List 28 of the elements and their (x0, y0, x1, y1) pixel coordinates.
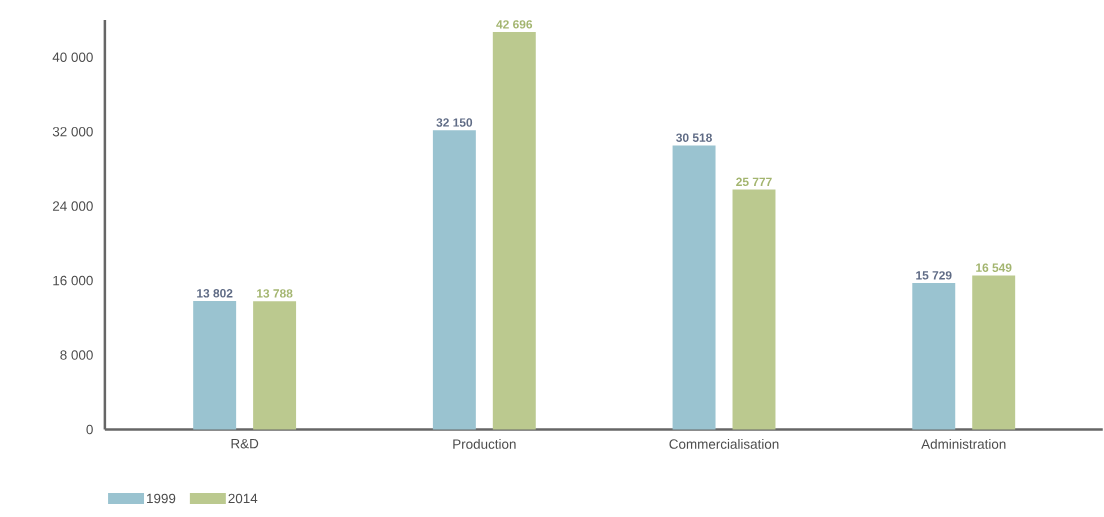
legend-label: 2014 (228, 493, 258, 503)
bar (912, 282, 956, 430)
bar (672, 145, 716, 430)
data-label: 42 696 (496, 19, 533, 29)
data-label: 13 788 (257, 288, 293, 298)
y-tick-label: 24 000 (52, 201, 93, 211)
data-label: 32 150 (436, 118, 473, 127)
data-label: 25 777 (736, 177, 772, 186)
bar (193, 300, 237, 430)
y-tick-label: 16 000 (53, 275, 93, 286)
data-label: 13 802 (197, 288, 233, 298)
x-tick-label: Production (453, 438, 516, 449)
y-tick-label: 40 000 (52, 52, 93, 62)
bar (732, 189, 776, 430)
bar (492, 31, 536, 430)
x-tick-label: Administration (921, 438, 1006, 449)
x-tick-label: R&D (231, 438, 259, 449)
x-tick-label: Commercialisation (669, 438, 779, 449)
bar (432, 130, 476, 430)
data-label: 16 549 (976, 263, 1012, 272)
bar (253, 300, 297, 430)
bar (972, 275, 1016, 430)
legend-label: 1999 (147, 493, 176, 503)
y-tick-label: 0 (86, 424, 93, 435)
data-label: 30 518 (676, 133, 712, 142)
data-label: 15 729 (916, 270, 952, 280)
y-tick-label: 8 000 (60, 350, 93, 360)
y-tick-label: 32 000 (52, 126, 93, 137)
